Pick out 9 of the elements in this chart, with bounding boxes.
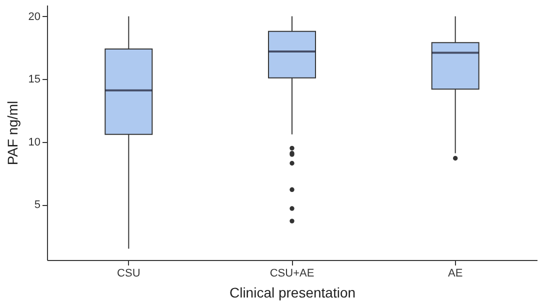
x-tick-label: CSU+AE — [270, 268, 314, 280]
y-tick-label: 20 — [28, 10, 40, 23]
x-axis-title: Clinical presentation — [229, 284, 356, 300]
y-tick-label: 5 — [34, 199, 40, 212]
y-axis-title: PAF ng/ml — [4, 100, 20, 166]
x-tick-label: AE — [448, 268, 463, 280]
x-tick-label: CSU — [117, 268, 140, 280]
y-tick-label: 15 — [28, 74, 40, 86]
y-tick-label: 10 — [28, 136, 40, 148]
